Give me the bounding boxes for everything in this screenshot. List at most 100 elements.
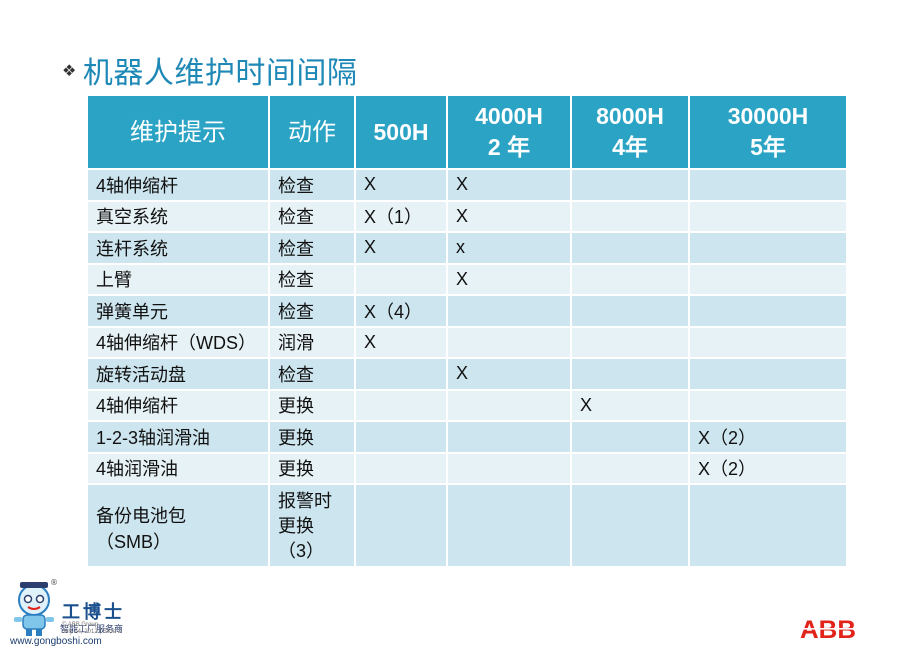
cell-500h [354,451,448,485]
cell-item: 备份电池包 （SMB） [86,483,270,568]
cell-500h: X [354,325,448,359]
cell-8000h [570,420,690,454]
cell-item: 4轴伸缩杆 [86,168,270,202]
cell-30000h [688,294,848,328]
cell-action: 检查 [268,231,356,265]
cell-30000h [688,325,848,359]
cell-30000h: X（2） [688,451,848,485]
table-row: 4轴润滑油 更换 X（2） [86,451,848,485]
cell-30000h [688,262,848,296]
abb-logo-text: ABB [800,616,856,642]
cell-action: 更换 [268,420,356,454]
cell-4000h [446,388,572,422]
slide-title-text: 机器人维护时间间隔 [82,56,358,91]
header-30000h: 30000H 5年 [688,94,848,170]
abb-logo-icon: ABB [800,616,856,644]
cell-8000h [570,199,690,233]
table-row: 1-2-3轴润滑油 更换 X（2） [86,420,848,454]
cell-action: 检查 [268,357,356,391]
header-500h: 500H [354,94,448,170]
cell-4000h [446,483,572,568]
cell-action: 更换 [268,451,356,485]
cell-8000h [570,168,690,202]
cell-30000h [688,357,848,391]
footer-copyright: © ABB Group [62,622,99,628]
watermark-logo: ® 工博士 智能工厂服务商 www.gongboshi.com [10,576,140,656]
cell-500h [354,262,448,296]
slide-title: ❖ 机器人维护时间间隔 [62,48,357,92]
watermark-subtitle: 智能工厂服务商 [60,625,124,635]
cell-8000h: X [570,388,690,422]
robot-mascot-icon [14,582,54,636]
cell-4000h: X [446,199,572,233]
registered-mark: ® [50,578,58,587]
watermark-url: www.gongboshi.com [10,636,102,647]
cell-4000h: X [446,357,572,391]
cell-4000h [446,451,572,485]
table-row: 4轴伸缩杆（WDS） 润滑 X [86,325,848,359]
cell-action: 检查 [268,294,356,328]
cell-item: 4轴润滑油 [86,451,270,485]
table-row: 旋转活动盘 检查 X [86,357,848,391]
cell-4000h [446,420,572,454]
cell-item: 1-2-3轴润滑油 [86,420,270,454]
table-row: 弹簧单元 检查 X（4） [86,294,848,328]
table-row: 真空系统 检查 X（1） X [86,199,848,233]
cell-8000h [570,451,690,485]
cell-action: 更换 [268,388,356,422]
cell-item: 4轴伸缩杆（WDS） [86,325,270,359]
cell-action: 报警时 更换 （3） [268,483,356,568]
cell-30000h [688,388,848,422]
cell-action: 检查 [268,262,356,296]
cell-item: 4轴伸缩杆 [86,388,270,422]
cell-500h: X（1） [354,199,448,233]
cell-item: 真空系统 [86,199,270,233]
cell-500h: X（4） [354,294,448,328]
table-row: 备份电池包 （SMB） 报警时 更换 （3） [86,483,848,568]
cell-8000h [570,262,690,296]
cell-action: 检查 [268,199,356,233]
abb-logo: ABB [800,616,856,646]
cell-8000h [570,483,690,568]
table-row: 上臂 检查 X [86,262,848,296]
header-8000h: 8000H 4年 [570,94,690,170]
cell-500h [354,388,448,422]
slide-footer: © ABB Group July 24, 2012 | Slide 3 [62,622,121,636]
cell-4000h: x [446,231,572,265]
cell-4000h [446,325,572,359]
cell-8000h [570,325,690,359]
header-maintenance-tip: 维护提示 [86,94,270,170]
table-row: 4轴伸缩杆 更换 X [86,388,848,422]
cell-8000h [570,294,690,328]
diamond-bullet-icon: ❖ [62,60,77,80]
cell-30000h [688,168,848,202]
cell-30000h: X（2） [688,420,848,454]
cell-item: 上臂 [86,262,270,296]
cell-action: 检查 [268,168,356,202]
cell-30000h [688,483,848,568]
cell-8000h [570,357,690,391]
watermark-brand: 工博士 [62,602,125,623]
cell-4000h: X [446,168,572,202]
cell-30000h [688,231,848,265]
table-row: 4轴伸缩杆 检查 X X [86,168,848,202]
cell-500h [354,357,448,391]
maintenance-table: 维护提示 动作 500H 4000H 2 年 8000H 4年 30000H 5年 4… [86,94,848,568]
table-row: 连杆系统 检查 X x [86,231,848,265]
cell-4000h: X [446,262,572,296]
cell-action: 润滑 [268,325,356,359]
cell-item: 弹簧单元 [86,294,270,328]
cell-500h: X [354,231,448,265]
cell-500h: X [354,168,448,202]
table-header-row: 维护提示 动作 500H 4000H 2 年 8000H 4年 30000H 5年 [86,94,848,170]
cell-500h [354,420,448,454]
cell-item: 连杆系统 [86,231,270,265]
footer-date: July 24, 2012 | Slide 3 [62,629,121,635]
cell-4000h [446,294,572,328]
cell-8000h [570,231,690,265]
header-4000h: 4000H 2 年 [446,94,572,170]
cell-500h [354,483,448,568]
header-action: 动作 [268,94,356,170]
cell-30000h [688,199,848,233]
cell-item: 旋转活动盘 [86,357,270,391]
